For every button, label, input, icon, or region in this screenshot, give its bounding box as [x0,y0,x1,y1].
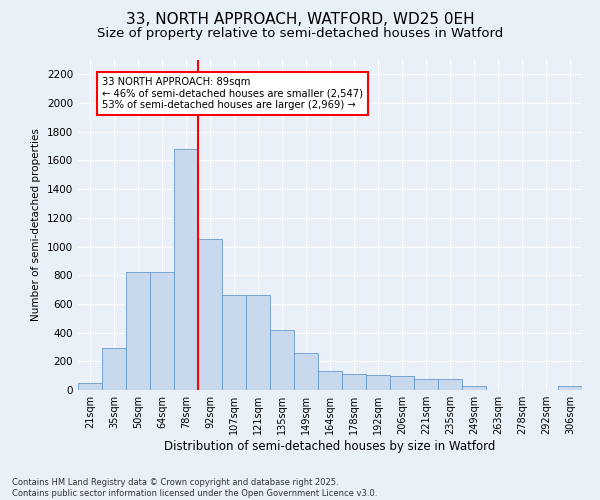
Bar [366,375,390,390]
Bar [222,296,246,390]
Bar [126,272,150,390]
Bar [390,376,414,390]
Text: Contains HM Land Registry data © Crown copyright and database right 2025.
Contai: Contains HM Land Registry data © Crown c… [12,478,377,498]
Text: 33, NORTH APPROACH, WATFORD, WD25 0EH: 33, NORTH APPROACH, WATFORD, WD25 0EH [125,12,475,28]
Bar [558,386,582,390]
Bar [150,272,174,390]
X-axis label: Distribution of semi-detached houses by size in Watford: Distribution of semi-detached houses by … [164,440,496,453]
Text: 33 NORTH APPROACH: 89sqm
← 46% of semi-detached houses are smaller (2,547)
53% o: 33 NORTH APPROACH: 89sqm ← 46% of semi-d… [102,77,363,110]
Bar [246,296,270,390]
Y-axis label: Number of semi-detached properties: Number of semi-detached properties [31,128,41,322]
Bar [198,240,222,390]
Bar [462,386,486,390]
Bar [174,149,198,390]
Bar [102,348,126,390]
Bar [270,330,294,390]
Text: Size of property relative to semi-detached houses in Watford: Size of property relative to semi-detach… [97,28,503,40]
Bar [318,372,342,390]
Bar [294,354,318,390]
Bar [78,383,102,390]
Bar [438,378,462,390]
Bar [414,378,438,390]
Bar [342,374,366,390]
